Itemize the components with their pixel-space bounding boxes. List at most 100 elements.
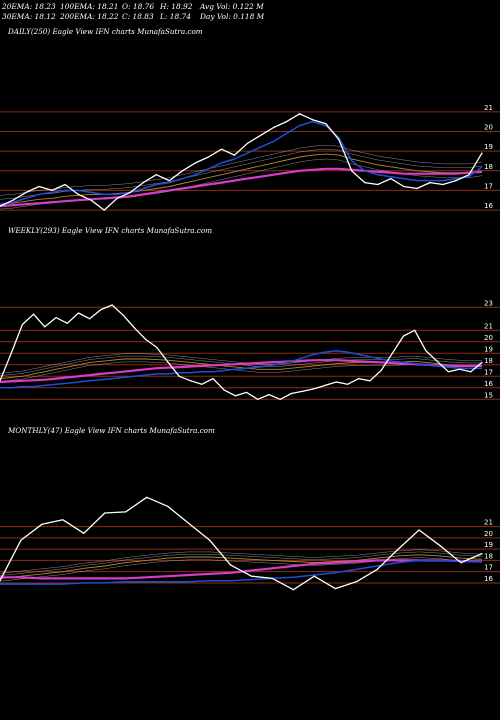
series-line-2-price <box>0 496 483 591</box>
price-point-0-4 <box>51 189 53 191</box>
price-point-0-0 <box>0 205 1 207</box>
ytick-label-2-5: 16 <box>484 575 493 583</box>
price-point-2-14 <box>292 589 294 591</box>
price-point-2-2 <box>41 523 43 525</box>
price-point-1-17 <box>190 380 192 382</box>
price-point-1-7 <box>77 312 80 314</box>
price-point-0-7 <box>90 199 92 201</box>
ema200-label: 200EMA: 18.22 <box>60 12 119 21</box>
ytick-label-0-4: 17 <box>484 182 493 190</box>
close-label: C: 18.83 <box>122 12 154 21</box>
price-point-0-15 <box>194 162 196 164</box>
price-point-1-0 <box>0 380 1 382</box>
price-point-0-5 <box>64 183 66 186</box>
envelope-line-2-2 <box>0 549 483 574</box>
price-point-0-34 <box>442 183 444 186</box>
ytick-label-1-1: 21 <box>484 322 493 330</box>
price-point-0-16 <box>207 156 209 158</box>
price-point-1-19 <box>212 378 214 380</box>
ytick-label-2-1: 20 <box>484 530 493 538</box>
price-point-1-43 <box>481 361 483 363</box>
price-point-1-36 <box>402 335 405 337</box>
series-line-1-ema_fast <box>0 350 482 389</box>
price-point-0-6 <box>77 193 79 195</box>
price-point-2-0 <box>0 580 1 582</box>
price-point-0-30 <box>390 178 392 180</box>
ytick-label-1-0: 23 <box>484 299 493 307</box>
day-vol-label: Day Vol: 0.118 M <box>200 12 265 21</box>
ytick-label-1-2: 20 <box>484 334 493 342</box>
price-point-1-29 <box>324 384 326 386</box>
price-point-2-4 <box>83 532 85 534</box>
price-point-1-34 <box>380 369 382 372</box>
price-point-2-6 <box>125 511 127 513</box>
envelope-line-2-1 <box>0 551 483 576</box>
price-point-0-33 <box>429 182 431 184</box>
price-point-0-19 <box>246 142 249 144</box>
price-point-0-22 <box>286 121 288 123</box>
ema20-label: 20EMA: 18.23 <box>2 2 56 11</box>
price-point-0-27 <box>351 170 353 172</box>
price-point-0-20 <box>259 134 262 136</box>
price-point-1-9 <box>100 309 102 311</box>
price-point-1-6 <box>66 322 68 324</box>
series-line-2-ema_fast <box>0 559 482 585</box>
price-point-2-10 <box>209 539 211 541</box>
ytick-label-2-4: 17 <box>484 564 493 572</box>
price-point-0-23 <box>299 113 301 115</box>
low-label: L: 18.74 <box>160 12 191 21</box>
ytick-label-1-7: 15 <box>484 391 493 399</box>
price-point-0-18 <box>233 154 236 156</box>
envelope-line-1-0 <box>0 361 482 382</box>
price-point-1-31 <box>346 383 349 385</box>
envelope-line-2-0 <box>0 557 483 582</box>
price-point-2-16 <box>334 588 336 590</box>
series-line-1-price <box>0 304 483 400</box>
price-point-1-26 <box>290 392 292 395</box>
price-point-2-8 <box>167 505 169 507</box>
price-point-0-32 <box>416 187 418 190</box>
price-point-1-27 <box>302 390 304 392</box>
price-point-0-21 <box>273 126 275 129</box>
price-point-0-36 <box>468 174 470 176</box>
ema100-label: 100EMA: 18.21 <box>60 2 119 11</box>
price-point-1-13 <box>145 338 147 340</box>
price-point-1-3 <box>33 313 35 315</box>
series-line-0-ema_slow <box>0 167 483 208</box>
price-point-1-15 <box>167 361 169 363</box>
high-label: H: 18.92 <box>160 2 193 11</box>
price-point-2-3 <box>62 519 64 521</box>
monthly-panel-label: MONTHLY(47) Eagle View IFN charts Munafa… <box>8 426 215 435</box>
series-line-2-ema_mid <box>0 554 483 579</box>
price-point-0-13 <box>168 180 170 182</box>
price-point-1-10 <box>111 304 113 306</box>
price-point-2-19 <box>397 548 399 550</box>
price-point-1-12 <box>133 327 136 329</box>
ytick-label-2-3: 18 <box>484 552 493 560</box>
price-point-0-17 <box>220 148 223 150</box>
series-line-0-ema_fast <box>0 120 483 205</box>
price-point-1-20 <box>223 389 225 391</box>
price-point-0-8 <box>103 209 105 211</box>
series-line-1-ema_slow <box>0 359 482 384</box>
ytick-label-0-3: 18 <box>484 163 493 171</box>
price-point-0-25 <box>325 123 327 125</box>
avg-vol-label: Avg Vol: 0.122 M <box>200 2 264 11</box>
ytick-label-0-0: 21 <box>484 104 493 112</box>
price-point-0-3 <box>38 185 40 188</box>
price-point-0-2 <box>25 191 27 193</box>
ytick-label-1-3: 19 <box>484 345 493 353</box>
ytick-label-1-5: 17 <box>484 368 493 376</box>
price-point-0-28 <box>364 182 366 184</box>
price-point-2-23 <box>481 553 483 555</box>
series-line-0-price <box>0 113 483 211</box>
price-point-0-14 <box>181 170 183 172</box>
price-point-2-9 <box>188 522 190 524</box>
price-point-1-21 <box>234 395 236 397</box>
price-point-1-2 <box>21 323 23 326</box>
price-point-1-22 <box>246 391 248 393</box>
ytick-label-0-5: 16 <box>484 202 493 210</box>
price-point-2-1 <box>20 539 22 541</box>
price-point-1-33 <box>369 380 371 382</box>
